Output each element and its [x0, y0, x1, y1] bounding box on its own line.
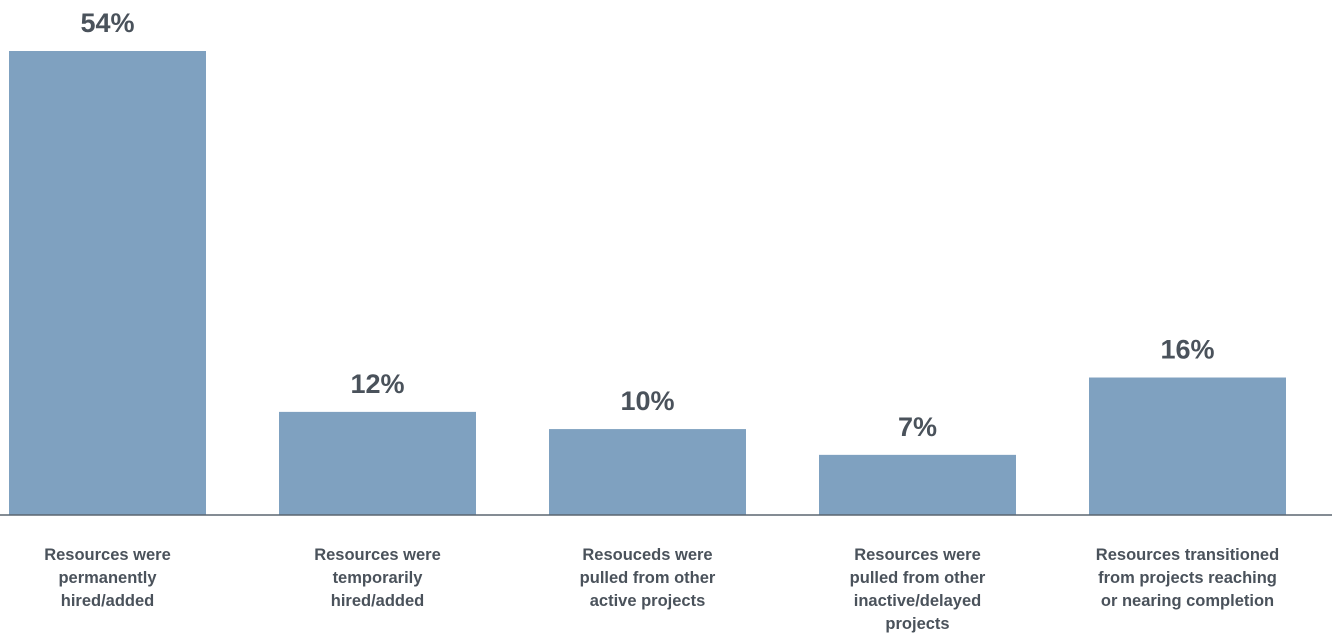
category-label: Resources were permanently hired/added: [44, 546, 171, 610]
bar: [819, 454, 1016, 515]
category-label-line: from projects reaching: [1098, 569, 1277, 587]
category-label-line: pulled from other: [580, 569, 716, 587]
category-label-line: hired/added: [331, 592, 425, 610]
bars-group: [9, 51, 1286, 515]
category-label-line: permanently: [58, 569, 157, 587]
data-label: 12%: [350, 369, 404, 399]
category-label-line: inactive/delayed: [854, 592, 981, 610]
data-label: 7%: [898, 412, 937, 442]
category-label: Resources transitioned from projects reac…: [1096, 546, 1279, 610]
bar: [549, 429, 746, 515]
category-label-line: or nearing completion: [1101, 592, 1274, 610]
category-label-line: pulled from other: [850, 569, 986, 587]
bar: [279, 411, 476, 515]
bar: [1089, 377, 1286, 515]
data-label: 10%: [620, 386, 674, 416]
category-label-line: Resources were: [314, 546, 441, 564]
category-label-line: active projects: [590, 592, 706, 610]
category-label: Resources were pulled from other inactive/…: [850, 546, 986, 633]
category-label-line: Resources were: [44, 546, 171, 564]
value-labels-group: 54% 12% 10% 7% 16%: [80, 8, 1214, 442]
category-label: Resouceds were pulled from other active pr…: [580, 546, 716, 610]
category-label-line: projects: [885, 615, 949, 633]
data-label: 54%: [80, 8, 134, 38]
category-label-line: Resources were: [854, 546, 981, 564]
category-label-line: Resouceds were: [582, 546, 712, 564]
data-label: 16%: [1160, 335, 1214, 365]
bar: [9, 51, 206, 515]
category-label-line: temporarily: [333, 569, 424, 587]
category-label-line: Resources transitioned: [1096, 546, 1279, 564]
category-label-line: hired/added: [61, 592, 155, 610]
category-label: Resources were temporarily hired/added: [314, 546, 441, 610]
category-labels-group: Resources were permanently hired/addedReso…: [44, 546, 1279, 633]
